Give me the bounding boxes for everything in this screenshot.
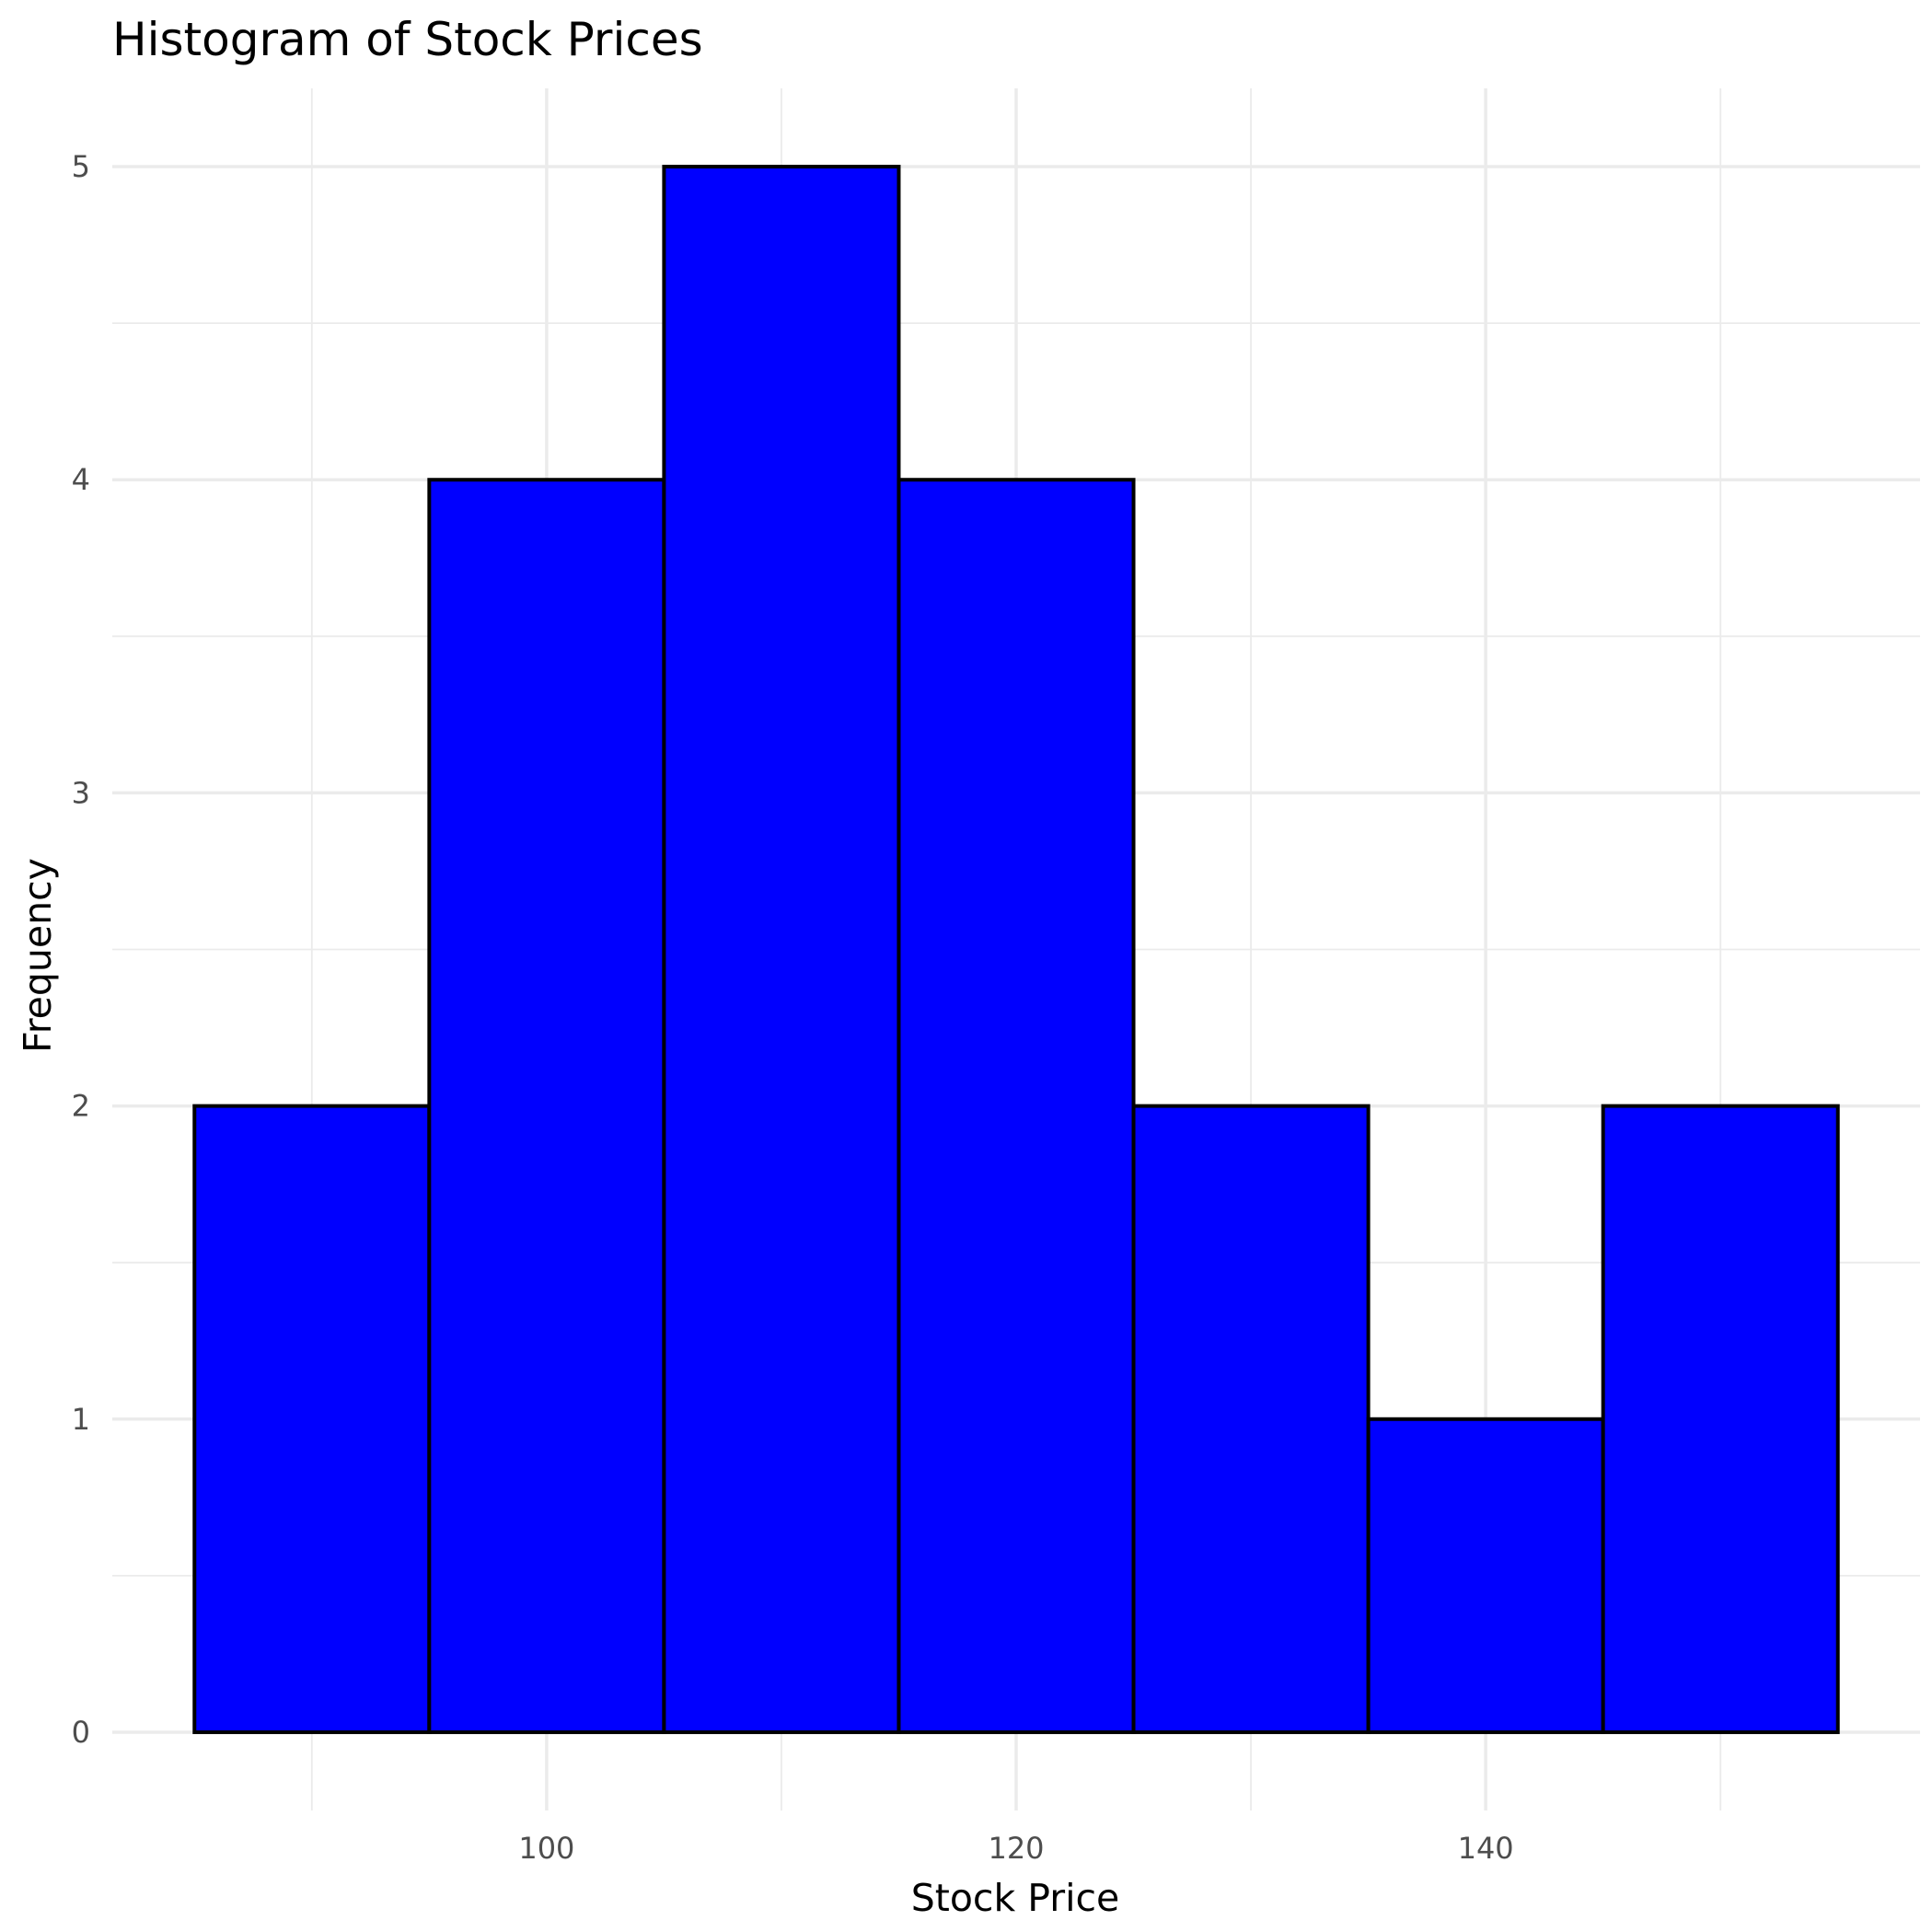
y-tick-label: 4 <box>72 462 90 497</box>
y-tick-label: 0 <box>72 1715 90 1750</box>
histogram-bars <box>192 165 1840 1734</box>
x-axis-tick-labels: 100 120 140 <box>518 1831 1513 1866</box>
histogram-bar <box>192 1104 432 1734</box>
y-axis-title: Frequency <box>16 858 60 1053</box>
y-tick-label: 5 <box>72 149 90 184</box>
x-tick-label: 120 <box>988 1831 1044 1866</box>
y-axis-tick-labels: 0 1 2 3 4 5 <box>72 149 90 1750</box>
histogram-bar <box>897 478 1136 1734</box>
x-tick-label: 100 <box>518 1831 574 1866</box>
histogram-bar <box>427 478 666 1734</box>
y-tick-label: 2 <box>72 1089 90 1124</box>
histogram-bar <box>662 165 901 1734</box>
x-axis-title: Stock Price <box>911 1876 1120 1920</box>
histogram-bar <box>1366 1417 1605 1734</box>
histogram-bar <box>1601 1104 1840 1734</box>
y-tick-label: 1 <box>72 1402 90 1437</box>
histogram-bar <box>1131 1104 1371 1734</box>
y-tick-label: 3 <box>72 775 90 810</box>
chart-title: Histogram of Stock Prices <box>112 13 703 66</box>
x-tick-label: 140 <box>1458 1831 1514 1866</box>
